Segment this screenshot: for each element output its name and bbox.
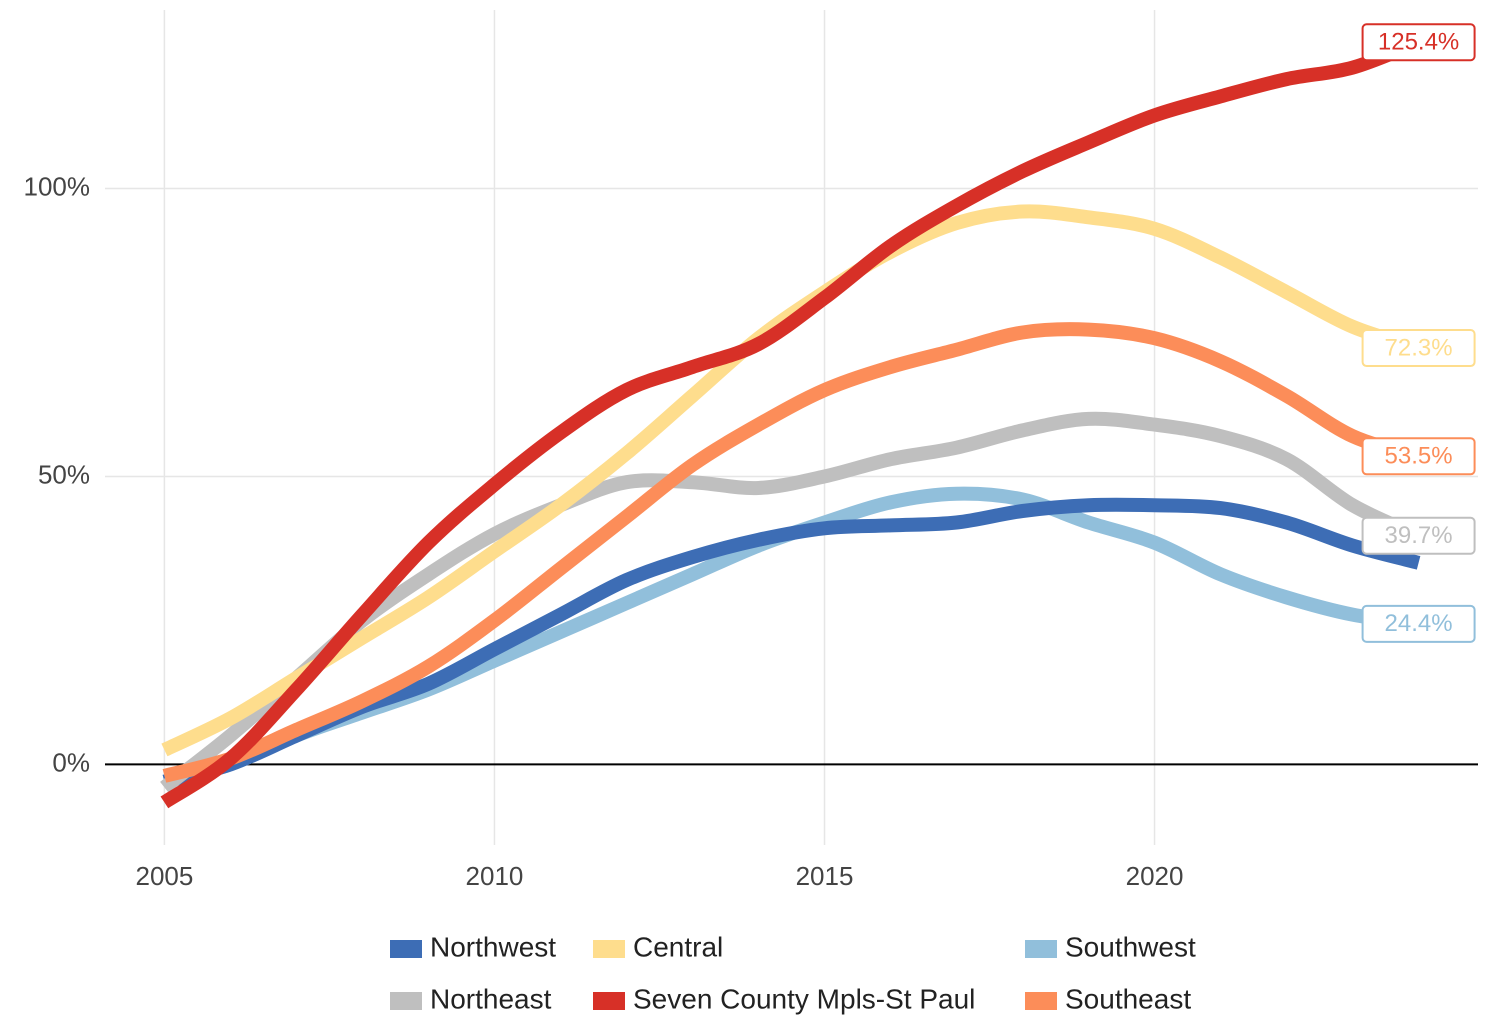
legend-label: Northwest: [430, 931, 556, 962]
y-tick-label: 100%: [24, 171, 91, 201]
legend-label: Northeast: [430, 983, 552, 1014]
legend-label: Seven County Mpls-St Paul: [633, 983, 975, 1014]
legend-swatch: [1025, 940, 1057, 958]
value-label: 39.7%: [1385, 522, 1453, 549]
legend-swatch: [390, 992, 422, 1010]
value-label-box: [1361, 604, 1476, 643]
legend-label: Central: [633, 931, 723, 962]
value-label: 53.5%: [1385, 443, 1453, 470]
legend-swatch: [1025, 992, 1057, 1010]
legend-label: Southwest: [1065, 931, 1196, 962]
series-line: [160, 411, 1422, 793]
value-label: 24.4%: [1385, 610, 1453, 637]
value-label-box: [1361, 437, 1476, 476]
x-tick-label: 2010: [466, 861, 524, 891]
legend-label: Southeast: [1065, 983, 1191, 1014]
y-tick-label: 0%: [52, 747, 90, 777]
x-tick-label: 2005: [135, 861, 193, 891]
x-tick-label: 2020: [1126, 861, 1184, 891]
value-label: 72.3%: [1385, 334, 1453, 361]
value-label-box: [1361, 329, 1476, 368]
legend-swatch: [593, 992, 625, 1010]
value-label-box: [1361, 23, 1476, 62]
value-label-box: [1361, 516, 1476, 555]
x-tick-label: 2015: [796, 861, 854, 891]
legend-swatch: [390, 940, 422, 958]
y-tick-label: 50%: [38, 459, 90, 489]
value-label: 125.4%: [1378, 29, 1459, 56]
series-line: [162, 322, 1421, 783]
series-line: [161, 204, 1421, 757]
legend-swatch: [593, 940, 625, 958]
series-line: [160, 35, 1422, 809]
